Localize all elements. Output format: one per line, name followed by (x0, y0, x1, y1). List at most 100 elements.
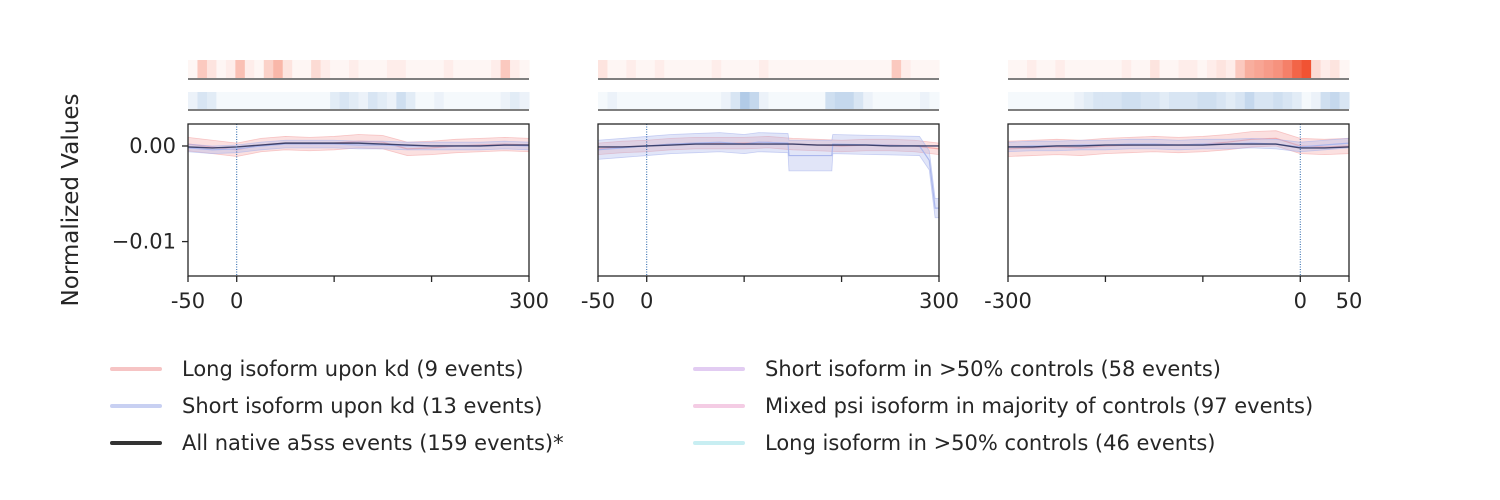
x-tick-label: -300 (984, 289, 1032, 313)
legend-swatch (110, 404, 162, 408)
heatmap-bottom-cell (1330, 92, 1341, 109)
heatmap-bottom-cell (1339, 92, 1350, 109)
heatmap-top-cell (645, 60, 656, 78)
heatmap-top-cell (225, 60, 236, 78)
heatmap-top-cell (500, 60, 511, 78)
heatmap-bottom-cell (1131, 92, 1142, 109)
heatmap-top-cell (702, 60, 713, 78)
heatmap-top-cell (920, 60, 931, 78)
heatmap-bottom-cell (1263, 92, 1274, 109)
heatmap-top-cell (1150, 60, 1161, 78)
heatmap-top-cell (216, 60, 227, 78)
heatmap-bottom-cell (1150, 92, 1161, 109)
plot-frame (187, 123, 530, 277)
heatmap-bottom-cell (1112, 92, 1123, 109)
heatmap-top-cell (1235, 60, 1246, 78)
heatmap-bottom-cell (1311, 92, 1322, 109)
heatmap-bottom-cell (891, 92, 902, 109)
heatmap-bottom-cell (472, 92, 483, 109)
heatmap-bottom-cell (206, 92, 218, 109)
heatmap-bottom-cell (702, 92, 713, 109)
heatmap-top-cell (188, 60, 199, 78)
heatmap-bottom-cell (235, 92, 246, 109)
legend-item-long-ctrl: Long isoform in >50% controls (46 events… (693, 430, 1215, 456)
heatmap-bottom-cell (929, 92, 940, 109)
heatmap-bottom-cell (197, 92, 208, 109)
heatmap-bottom-cell (844, 92, 855, 109)
heatmap-top-cell (1140, 60, 1151, 78)
heatmap-bottom-cell (273, 92, 284, 109)
heatmap-bottom-cell (386, 92, 397, 109)
heatmap-bottom-cell (730, 92, 741, 109)
heatmap-top-cell (1093, 60, 1104, 78)
heatmap-bottom-cell (349, 92, 360, 109)
heatmap-bottom-cell (415, 92, 426, 109)
heatmap-top-cell (1064, 60, 1075, 78)
heatmap-top-cell (1187, 60, 1199, 78)
heatmap-bottom-cell (1093, 92, 1104, 109)
heatmap-top-cell (1244, 60, 1255, 78)
heatmap-bottom-cell (777, 92, 789, 109)
legend-swatch (110, 367, 162, 371)
heatmap-bottom-cell (683, 92, 694, 109)
heatmap-bottom-cell (768, 92, 779, 109)
panel-3: -300 0 50 (984, 60, 1362, 313)
heatmap-top-cell (749, 60, 760, 78)
heatmap-top-cell (1112, 60, 1123, 78)
heatmap-bottom-cell (519, 92, 530, 109)
heatmap-top-cell (519, 60, 530, 78)
heatmap-top-cell (282, 60, 293, 78)
heatmap-top-cell (244, 60, 255, 78)
heatmap-bottom-cell (1225, 92, 1236, 109)
x-tick-label: 50 (1336, 289, 1363, 313)
heatmap-top-cell (910, 60, 921, 78)
heatmap-top-cell (1131, 60, 1142, 78)
heatmap-bottom-cell (1026, 92, 1038, 109)
series-line (598, 143, 939, 148)
heatmap-top-cell (768, 60, 779, 78)
legend-item-short-ctrl: Short isoform in >50% controls (58 event… (693, 356, 1221, 382)
heatmap-bottom-cell (598, 92, 609, 109)
legend-label: Long isoform upon kd (9 events) (182, 357, 524, 381)
heatmap-top-cell (206, 60, 218, 78)
heatmap-top-cell (386, 60, 397, 78)
heatmap-top-cell (777, 60, 789, 78)
heatmap-top-cell (844, 60, 855, 78)
heatmap-top-cell (787, 60, 798, 78)
heatmap-top-cell (1159, 60, 1170, 78)
heatmap-bottom-cell (1244, 92, 1255, 109)
heatmap-top-cell (472, 60, 483, 78)
y-axis-label: Normalized Values (58, 94, 84, 307)
heatmap-top-cell (1263, 60, 1274, 78)
heatmap-top-cell (1320, 60, 1331, 78)
heatmap-top-cell (683, 60, 694, 78)
heatmap-top-cell (635, 60, 646, 78)
heatmap-bottom-cell (453, 92, 464, 109)
heatmap-top-cell (1083, 60, 1094, 78)
heatmap-bottom-cell (405, 92, 416, 109)
heatmap-top-cell (1311, 60, 1322, 78)
heatmap-bottom-cell (721, 92, 732, 109)
heatmap-bottom-cell (216, 92, 227, 109)
heatmap-top-cell (1254, 60, 1265, 78)
heatmap-bottom-cell (1169, 92, 1180, 109)
series-line (187, 142, 529, 149)
x-tick-label: -50 (171, 289, 205, 313)
heatmap-top-cell (349, 60, 360, 78)
legend-swatch (110, 441, 162, 445)
heatmap-top-cell (1169, 60, 1180, 78)
heatmap-top-cell (377, 60, 388, 78)
y-tick-label: 0.00 (129, 134, 176, 158)
series-line (1008, 143, 1350, 149)
heatmap-bottom-cell (1187, 92, 1199, 109)
heatmap-top-cell (453, 60, 464, 78)
heatmap-bottom-cell (664, 92, 675, 109)
heatmap-bottom-cell (491, 92, 502, 109)
legend-label: All native a5ss events (159 events)* (182, 431, 564, 455)
heatmap-top-cell (626, 60, 637, 78)
heatmap-bottom-cell (188, 92, 199, 109)
heatmap-top-cell (901, 60, 912, 78)
heatmap-bottom-cell (254, 92, 265, 109)
heatmap-top-cell (1206, 60, 1217, 78)
